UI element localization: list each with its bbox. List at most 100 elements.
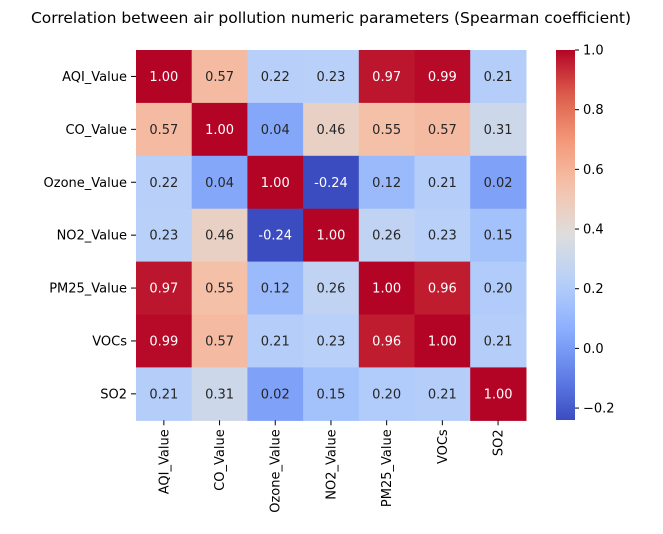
heatmap-cell xyxy=(247,367,304,421)
heatmap-cell xyxy=(303,155,360,210)
column-label: NO2_Value xyxy=(324,429,339,499)
colorbar-tick-label: 0.0 xyxy=(583,342,604,357)
heatmap-cell xyxy=(358,314,416,368)
heatmap-cell xyxy=(136,314,193,368)
colorbar-tick-label: 0.2 xyxy=(583,282,604,297)
cell-value-label: 0.23 xyxy=(316,70,345,85)
column-label: VOCs xyxy=(436,429,451,464)
heatmap-cell xyxy=(191,102,248,157)
row-label: CO_Value xyxy=(65,123,127,138)
cell-value-label: 0.46 xyxy=(316,123,345,138)
heatmap-cell xyxy=(358,155,416,210)
column-labels: AQI_Value CO_Value Ozone_Value NO2_Value PM2… xyxy=(157,420,507,513)
cell-value-label: 0.57 xyxy=(149,123,178,138)
heatmap-cell xyxy=(303,102,360,157)
cell-value-label: 0.26 xyxy=(372,229,401,244)
cell-value-label: 0.23 xyxy=(428,229,457,244)
cell-value-label: 0.12 xyxy=(261,282,290,297)
column-label: CO_Value xyxy=(213,429,228,491)
cell-value-label: 0.46 xyxy=(205,229,234,244)
cell-value-label: 0.22 xyxy=(149,176,178,191)
heatmap-cell xyxy=(191,261,248,316)
heatmap-cell xyxy=(191,50,248,104)
cell-value-label: 0.23 xyxy=(316,334,345,349)
cell-value-label: 1.00 xyxy=(428,334,457,349)
cell-value-label: 0.04 xyxy=(205,176,234,191)
heatmap-cell xyxy=(358,208,416,263)
cell-value-label: 0.21 xyxy=(428,176,457,191)
heatmap-cell xyxy=(414,208,471,263)
heatmap-cell xyxy=(136,50,193,104)
cell-value-label: 1.00 xyxy=(149,70,178,85)
cell-value-label: 0.21 xyxy=(261,334,290,349)
cell-value-label: 0.15 xyxy=(316,387,345,402)
heatmap-cell xyxy=(247,50,304,104)
heatmap-cell xyxy=(303,208,360,263)
cell-value-label: 0.31 xyxy=(205,387,234,402)
heatmap-cells: 1.00 0.57 0.22 0.23 0.97 0.99 0.21 0.57 1.00 0.04… xyxy=(136,50,527,421)
heatmap-cell xyxy=(136,367,193,421)
heatmap-cell xyxy=(414,102,471,157)
heatmap-cell xyxy=(358,367,416,421)
colorbar-tick-label: −0.2 xyxy=(583,402,615,417)
cell-value-label: 0.21 xyxy=(149,387,178,402)
cell-value-label: 0.55 xyxy=(205,282,234,297)
cell-value-label: -0.24 xyxy=(314,176,348,191)
row-label: VOCs xyxy=(92,334,127,349)
row-label: PM25_Value xyxy=(49,282,127,297)
heatmap-cell xyxy=(414,314,471,368)
heatmap-cell xyxy=(358,50,416,104)
chart-title: Correlation between air pollution numeri… xyxy=(31,9,631,27)
cell-value-label: 0.21 xyxy=(428,387,457,402)
cell-value-label: 1.00 xyxy=(261,176,290,191)
cell-value-label: 0.12 xyxy=(372,176,401,191)
cell-value-label: 0.22 xyxy=(261,70,290,85)
cell-value-label: 0.97 xyxy=(149,282,178,297)
cell-value-label: 0.04 xyxy=(261,123,290,138)
heatmap-cell xyxy=(303,367,360,421)
heatmap-cell xyxy=(191,367,248,421)
heatmap-cell xyxy=(358,102,416,157)
cell-value-label: 0.57 xyxy=(205,70,234,85)
heatmap-cell xyxy=(470,50,527,104)
cell-value-label: 1.00 xyxy=(205,123,234,138)
cell-value-label: 0.21 xyxy=(484,70,513,85)
heatmap-cell xyxy=(247,208,304,263)
cell-value-label: 0.55 xyxy=(372,123,401,138)
heatmap-cell xyxy=(303,314,360,368)
heatmap-cell xyxy=(470,261,527,316)
cell-value-label: 0.97 xyxy=(372,70,401,85)
heatmap-cell xyxy=(470,208,527,263)
heatmap-cell xyxy=(247,102,304,157)
cell-value-label: 0.99 xyxy=(149,334,178,349)
cell-value-label: 0.26 xyxy=(316,282,345,297)
heatmap-cell xyxy=(191,314,248,368)
cell-value-label: 1.00 xyxy=(372,282,401,297)
row-label: SO2 xyxy=(100,387,127,402)
heatmap-cell xyxy=(414,50,471,104)
cell-value-label: 0.99 xyxy=(428,70,457,85)
colorbar-tick-label: 1.0 xyxy=(583,44,604,59)
heatmap-cell xyxy=(136,155,193,210)
heatmap-cell xyxy=(136,102,193,157)
heatmap-cell xyxy=(136,208,193,263)
column-label: PM25_Value xyxy=(380,429,395,507)
cell-value-label: 0.02 xyxy=(261,387,290,402)
heatmap-cell xyxy=(414,155,471,210)
heatmap-cell xyxy=(247,155,304,210)
column-label: Ozone_Value xyxy=(269,429,284,512)
cell-value-label: 0.57 xyxy=(205,334,234,349)
heatmap-cell xyxy=(247,314,304,368)
row-label: AQI_Value xyxy=(62,70,127,85)
colorbar-tick-label: 0.6 xyxy=(583,163,604,178)
cell-value-label: 0.21 xyxy=(484,334,513,349)
heatmap-cell xyxy=(470,155,527,210)
heatmap-cell xyxy=(247,261,304,316)
cell-value-label: 0.57 xyxy=(428,123,457,138)
heatmap-cell xyxy=(191,208,248,263)
cell-value-label: 0.96 xyxy=(372,334,401,349)
colorbar-tick-label: 0.8 xyxy=(583,103,604,118)
heatmap-cell xyxy=(136,261,193,316)
heatmap-cell xyxy=(414,261,471,316)
